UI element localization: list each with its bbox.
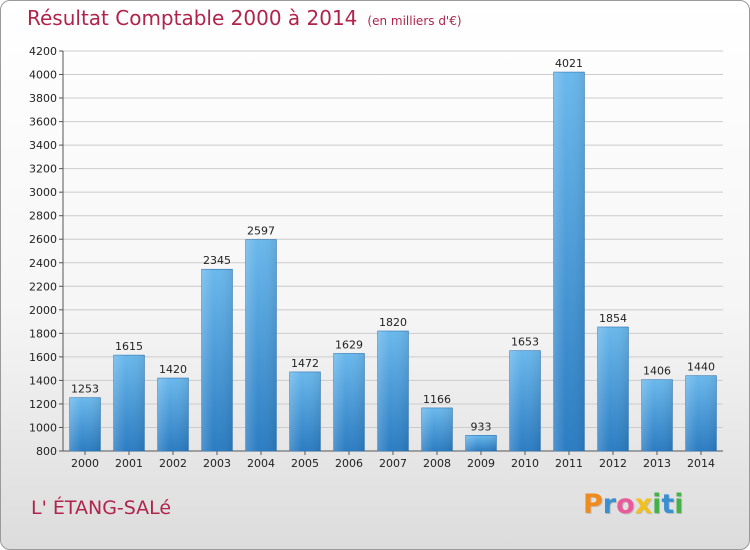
x-tick-label: 2004 [247, 457, 275, 470]
bars: 1253 1615 1420 2345 2597 1472 1629 1820 1166 933 1… [69, 57, 717, 452]
x-tick-label: 2005 [291, 457, 319, 470]
bar-value-label: 933 [471, 420, 492, 433]
y-tick-label: 3200 [29, 163, 57, 176]
x-tick-label: 2012 [599, 457, 627, 470]
y-tick-label: 2200 [29, 280, 57, 293]
bar-shine [465, 435, 497, 451]
x-tick-label: 2009 [467, 457, 495, 470]
bar-value-label: 2345 [203, 254, 231, 267]
x-tick-label: 2010 [511, 457, 539, 470]
y-tick-label: 1600 [29, 351, 57, 364]
bar-value-label: 1406 [643, 365, 671, 378]
logo-letter: o [616, 489, 635, 520]
bar-shine [201, 269, 233, 451]
x-tick-label: 2002 [159, 457, 187, 470]
bar-value-label: 1653 [511, 336, 539, 349]
x-tick-label: 2013 [643, 457, 671, 470]
chart-subtitle: (en milliers d'€) [367, 14, 462, 28]
logo-letter: t [661, 489, 675, 520]
y-tick-label: 800 [36, 445, 57, 458]
y-tick-labels: 800 1000 1200 1400 1600 1800 2000 2200 2400 2600 2… [29, 45, 57, 458]
logo-letter: i [674, 489, 684, 520]
logo-letter: r [602, 489, 617, 520]
proxiti-logo: Proxiti [583, 489, 684, 520]
bar-value-label: 1820 [379, 316, 407, 329]
x-tick-label: 2003 [203, 457, 231, 470]
bar-shine [333, 353, 365, 451]
x-tick-label: 2014 [687, 457, 715, 470]
logo-letter: P [583, 489, 603, 520]
bar-value-label: 1420 [159, 363, 187, 376]
x-tick-labels: 2000 2001 2002 2003 2004 2005 2006 2007 2008 2009… [71, 457, 715, 470]
bar-value-label: 1253 [71, 383, 99, 396]
bar-shine [113, 355, 145, 451]
logo-letter: x [634, 489, 653, 520]
bar-shine [421, 407, 453, 451]
y-tick-label: 3000 [29, 186, 57, 199]
y-tick-label: 3400 [29, 139, 57, 152]
x-tick-label: 2001 [115, 457, 143, 470]
bar-value-label: 1472 [291, 357, 319, 370]
y-tick-label: 2000 [29, 304, 57, 317]
x-tick-label: 2006 [335, 457, 363, 470]
bar-value-label: 1166 [423, 393, 451, 406]
bar-shine [553, 72, 585, 451]
bar-value-label: 1440 [687, 361, 715, 374]
bar-value-label: 1854 [599, 312, 627, 325]
bar-shine [377, 331, 409, 451]
bar-value-label: 4021 [555, 57, 583, 70]
bar-shine [641, 379, 673, 451]
chart-title: Résultat Comptable 2000 à 2014 [27, 6, 358, 30]
y-tick-label: 2400 [29, 257, 57, 270]
bar-shine [509, 350, 541, 451]
y-tick-label: 1000 [29, 421, 57, 434]
logo-letter: i [652, 489, 662, 520]
bar-shine [685, 375, 717, 451]
y-tick-label: 1800 [29, 327, 57, 340]
y-tick-label: 3800 [29, 92, 57, 105]
bar-shine [69, 397, 101, 451]
bar-shine [245, 239, 277, 451]
bar-shine [597, 327, 629, 451]
bar-value-label: 1615 [115, 340, 143, 353]
title-row: Résultat Comptable 2000 à 2014 (en millie… [27, 6, 462, 30]
bar-value-label: 1629 [335, 338, 363, 351]
x-tick-label: 2000 [71, 457, 99, 470]
x-tick-label: 2008 [423, 457, 451, 470]
bar-shine [289, 371, 321, 451]
bar-shine [157, 378, 189, 451]
y-tick-label: 4200 [29, 45, 57, 58]
bar-value-label: 2597 [247, 225, 275, 238]
y-tick-label: 2800 [29, 210, 57, 223]
y-tick-label: 1400 [29, 374, 57, 387]
y-tick-label: 4000 [29, 69, 57, 82]
commune-name: L' ÉTANG-SALé [31, 497, 172, 519]
x-tick-label: 2011 [555, 457, 583, 470]
x-tick-label: 2007 [379, 457, 407, 470]
y-tick-label: 2600 [29, 233, 57, 246]
y-tick-label: 1200 [29, 398, 57, 411]
y-tick-label: 3600 [29, 116, 57, 129]
